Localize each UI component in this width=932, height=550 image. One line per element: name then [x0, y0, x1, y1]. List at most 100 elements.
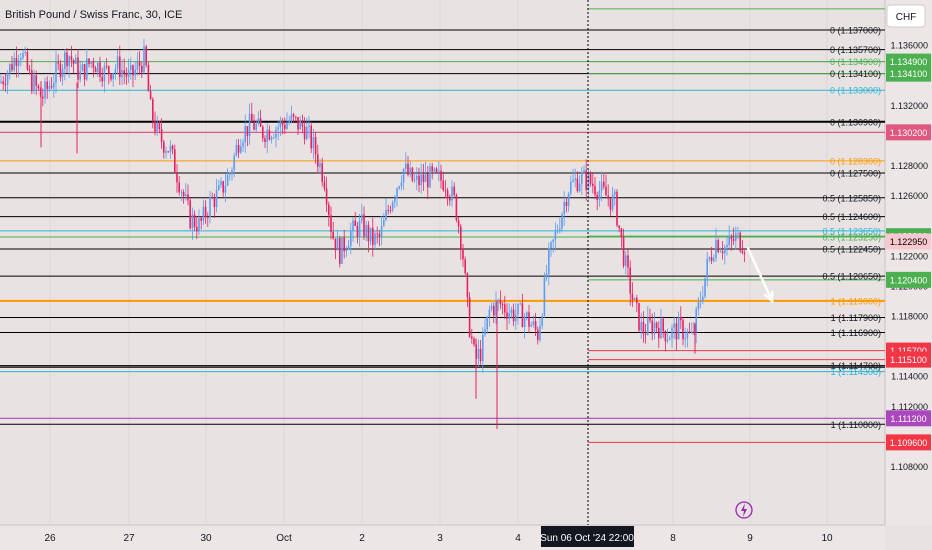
candle-body: [510, 309, 513, 314]
candle: [218, 179, 220, 192]
candle-body: [385, 209, 387, 221]
candle: [9, 63, 11, 80]
candle: [457, 217, 460, 234]
candle: [121, 59, 123, 86]
candle: [653, 311, 656, 340]
candle-body: [614, 191, 616, 195]
candle-body: [422, 174, 425, 183]
candle-body: [33, 75, 35, 92]
candle-body: [24, 52, 26, 53]
candle: [453, 182, 455, 199]
candle-body: [680, 317, 682, 321]
candle-body: [710, 257, 713, 261]
candle: [240, 139, 242, 154]
candle-body: [204, 206, 207, 217]
candle: [565, 196, 568, 213]
price-axis-ticks: 1.136000 1.132000 1.128000 1.126000 1.122000…: [890, 41, 928, 472]
candle-body: [471, 336, 473, 339]
candle-body: [462, 248, 464, 260]
candle-body: [356, 225, 359, 238]
candle: [433, 167, 436, 174]
candle: [244, 114, 246, 153]
candle-body: [2, 81, 4, 85]
candle-body: [446, 190, 449, 199]
candle-body: [156, 122, 158, 132]
candle-body: [460, 226, 462, 249]
candle-body: [86, 58, 88, 80]
candle: [97, 61, 99, 78]
candle-body: [281, 120, 284, 125]
candle: [702, 285, 704, 305]
candle-body: [429, 166, 431, 188]
candle: [660, 308, 662, 340]
candle-body: [57, 62, 59, 64]
price-badge: 1.134900: [886, 53, 931, 70]
candle-body: [695, 308, 697, 332]
candle: [561, 211, 563, 233]
candle-body: [237, 145, 240, 153]
candle: [4, 73, 7, 92]
candle-body: [424, 173, 427, 183]
candle: [167, 151, 169, 153]
candle-body: [132, 65, 134, 76]
candle: [416, 167, 418, 191]
candle-body: [215, 190, 218, 208]
candle: [176, 164, 178, 193]
time-axis-label: 4: [515, 533, 521, 544]
candle: [273, 133, 275, 139]
candle-body: [290, 114, 293, 121]
lightning-icon[interactable]: [735, 501, 753, 519]
candle-body: [486, 316, 488, 330]
candle: [114, 64, 117, 80]
candle-body: [240, 146, 242, 153]
candle: [136, 52, 139, 76]
candle-body: [64, 52, 66, 69]
candle-body: [440, 171, 442, 181]
candle-body: [653, 322, 656, 334]
candle: [539, 318, 541, 342]
candle: [44, 77, 46, 104]
candle-body: [369, 227, 372, 242]
candle: [429, 163, 431, 189]
candle: [699, 291, 702, 309]
forecast-arrow-head[interactable]: [763, 290, 774, 304]
candle-body: [737, 232, 739, 234]
time-axis-background[interactable]: [0, 525, 885, 550]
fib-level-label: 0.5 (1.124600): [822, 212, 881, 222]
candle-body: [103, 65, 106, 82]
forecast-arrow[interactable]: [746, 246, 774, 304]
candle-body: [420, 174, 422, 186]
candle-body: [323, 181, 326, 189]
candle-body: [400, 182, 403, 187]
candle-body: [226, 174, 229, 186]
candle: [204, 200, 207, 224]
candle: [226, 168, 229, 187]
currency-button[interactable]: CHF: [886, 4, 926, 28]
candle-body: [13, 57, 15, 71]
candle: [171, 144, 174, 155]
price-badges: 1.1349001.1341001.1302001.1233001.122950…: [886, 53, 931, 451]
forecast-arrow-shaft[interactable]: [746, 246, 774, 303]
candle: [680, 306, 682, 330]
candle-body: [42, 96, 44, 99]
candle: [444, 180, 447, 199]
fib-level-label: 0.5 (1.120650): [822, 272, 881, 282]
candle: [237, 139, 240, 159]
candle: [207, 212, 209, 228]
candle-body: [455, 194, 458, 221]
candle: [537, 326, 539, 345]
candle-body: [713, 258, 715, 261]
candle-body: [504, 304, 506, 313]
candle: [574, 168, 576, 188]
fib-level-label: 0.5 (1.125850): [822, 193, 881, 203]
candle-body: [328, 204, 330, 216]
candle: [402, 168, 405, 190]
candle-body: [704, 277, 706, 297]
price-axis-tick: 1.118000: [891, 311, 928, 321]
candle-body: [255, 123, 257, 130]
candle-body: [642, 321, 645, 334]
candle: [596, 191, 598, 211]
candle: [607, 184, 609, 207]
candle-body: [202, 206, 205, 221]
